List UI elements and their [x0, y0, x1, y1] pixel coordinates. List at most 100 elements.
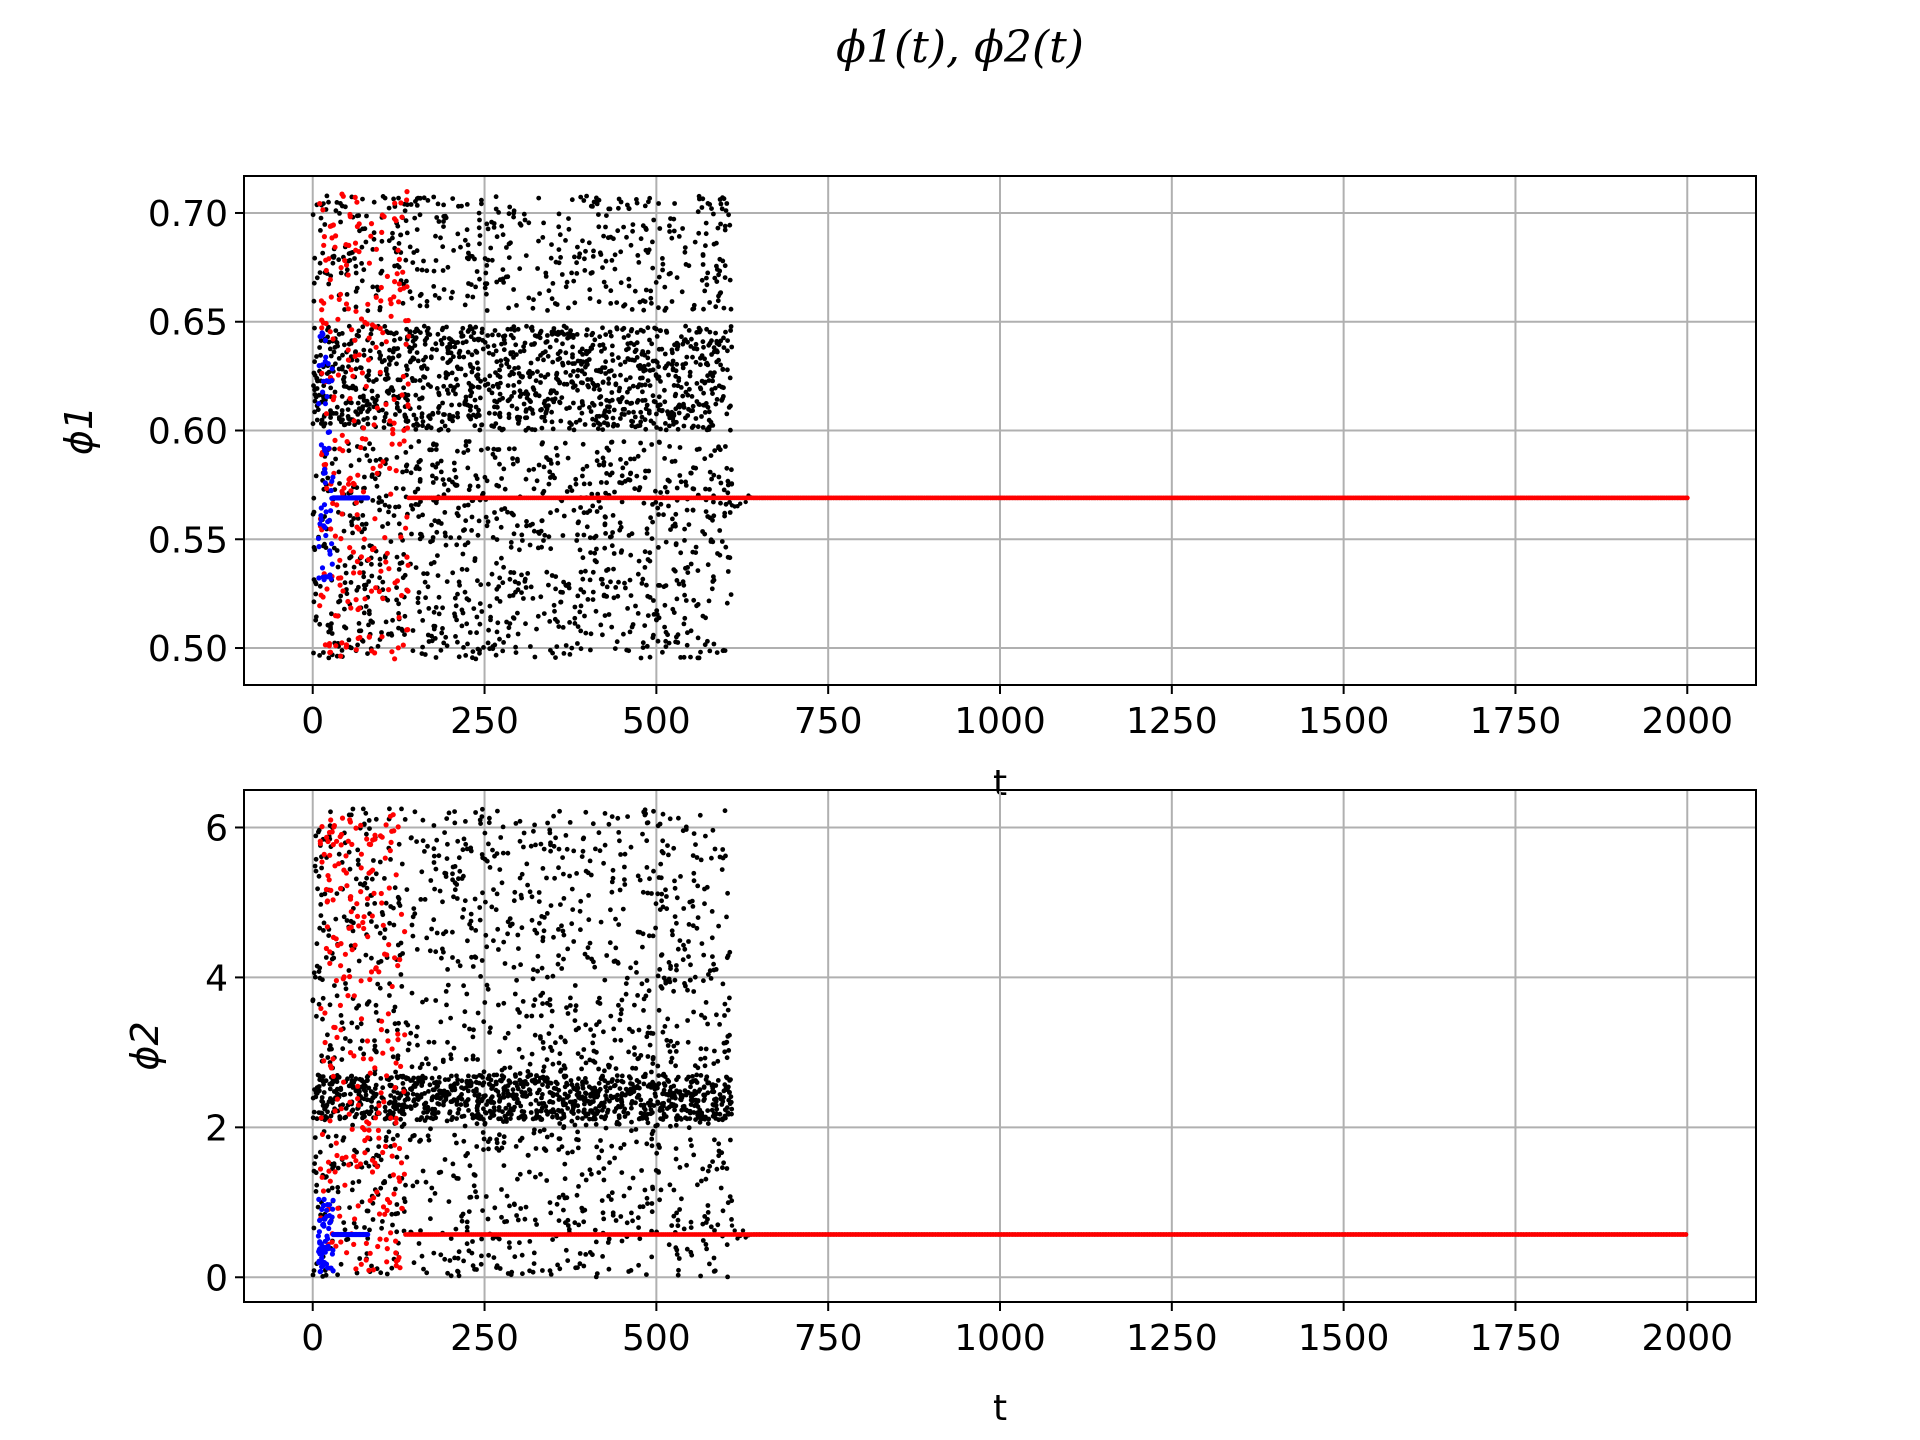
data-point-black: [716, 383, 722, 389]
data-point-black: [464, 567, 470, 573]
data-point-black: [326, 324, 331, 330]
data-point-black: [386, 362, 392, 367]
data-point-black: [632, 486, 638, 491]
data-point-black: [618, 249, 624, 255]
data-point-black: [439, 955, 444, 961]
data-point-red: [317, 603, 323, 609]
data-point-black: [443, 634, 449, 640]
data-point-black: [517, 266, 523, 272]
data-point-black: [591, 402, 597, 408]
data-point-black: [682, 245, 688, 251]
data-point-black: [593, 608, 599, 614]
data-point-black: [472, 896, 478, 902]
data-point-black: [604, 584, 610, 590]
data-point-black: [526, 220, 532, 226]
data-point-black: [651, 421, 657, 426]
data-point-black: [650, 367, 656, 373]
data-point-black: [580, 238, 585, 244]
data-point-black: [641, 307, 647, 313]
data-point-red: [370, 465, 376, 471]
data-point-red: [354, 524, 360, 530]
data-point-black: [603, 224, 608, 230]
data-point-black: [616, 397, 621, 402]
data-point-black: [508, 570, 514, 575]
data-point-black: [500, 426, 506, 432]
data-point-black: [342, 563, 348, 568]
data-point-black: [580, 352, 585, 357]
data-point-black: [452, 864, 458, 869]
data-point-black: [535, 356, 541, 362]
data-point-black: [509, 403, 515, 409]
data-point-black: [466, 1209, 472, 1214]
data-point-black: [569, 921, 575, 927]
data-point-black: [438, 1019, 444, 1025]
data-point-red: [337, 291, 344, 297]
data-point-black: [550, 426, 556, 432]
data-point-black: [682, 249, 688, 255]
data-point-black: [586, 240, 592, 246]
data-point-red: [348, 488, 354, 494]
data-point-black: [538, 373, 544, 378]
data-point-black: [714, 1012, 719, 1018]
data-point-black: [497, 575, 503, 581]
data-point-black: [324, 193, 330, 199]
data-point-black: [617, 887, 623, 893]
data-point-red: [358, 444, 364, 451]
data-point-black: [318, 215, 324, 221]
data-point-black: [578, 628, 584, 634]
data-point-black: [331, 545, 337, 551]
data-point-black: [563, 350, 569, 356]
data-point-black: [467, 483, 473, 489]
data-point-blue: [316, 544, 322, 550]
data-point-black: [468, 334, 474, 340]
data-point-black: [471, 606, 477, 611]
data-point-black: [474, 373, 479, 379]
data-point-black: [634, 200, 640, 206]
data-point-black: [608, 333, 614, 339]
data-point-black: [718, 338, 724, 344]
data-point-black: [419, 396, 425, 401]
data-point-black: [640, 223, 646, 229]
data-point-black: [644, 402, 650, 408]
data-point-black: [596, 1019, 602, 1025]
data-point-black: [640, 398, 645, 403]
data-point-black: [311, 298, 317, 304]
data-point-black: [553, 574, 559, 579]
data-point-black: [675, 640, 681, 645]
data-point-black: [337, 481, 342, 486]
data-point-black: [511, 383, 517, 388]
data-point-red: [322, 642, 328, 648]
data-point-black: [377, 930, 383, 936]
data-point-black: [396, 195, 401, 201]
data-point-black: [679, 289, 685, 295]
data-point-black: [313, 833, 319, 839]
data-point-black: [490, 332, 495, 338]
data-point-black: [722, 227, 728, 233]
data-point-black: [554, 644, 560, 649]
data-point-black: [651, 868, 656, 874]
data-point-black: [486, 1081, 492, 1087]
data-point-black: [406, 1041, 412, 1047]
data-point-red: [354, 558, 360, 565]
data-point-black: [707, 202, 713, 207]
data-point-black: [716, 474, 722, 480]
data-point-black: [561, 932, 567, 938]
data-point-black: [619, 395, 625, 400]
data-point-black: [508, 332, 514, 338]
data-point-black: [660, 838, 666, 844]
data-point-black: [501, 640, 506, 645]
data-point-black: [557, 379, 563, 385]
data-point-black: [605, 235, 611, 241]
data-point-black: [414, 350, 420, 355]
data-point-black: [538, 407, 544, 413]
data-point-black: [667, 444, 672, 449]
data-point-black: [467, 1163, 473, 1169]
data-point-black: [338, 593, 344, 599]
data-point-black: [710, 539, 716, 545]
data-point-black: [711, 961, 716, 967]
data-point-blue: [322, 480, 328, 486]
data-point-black: [338, 270, 344, 276]
data-point-red: [399, 592, 405, 599]
data-point-black: [391, 513, 397, 518]
data-point-black: [342, 606, 347, 612]
